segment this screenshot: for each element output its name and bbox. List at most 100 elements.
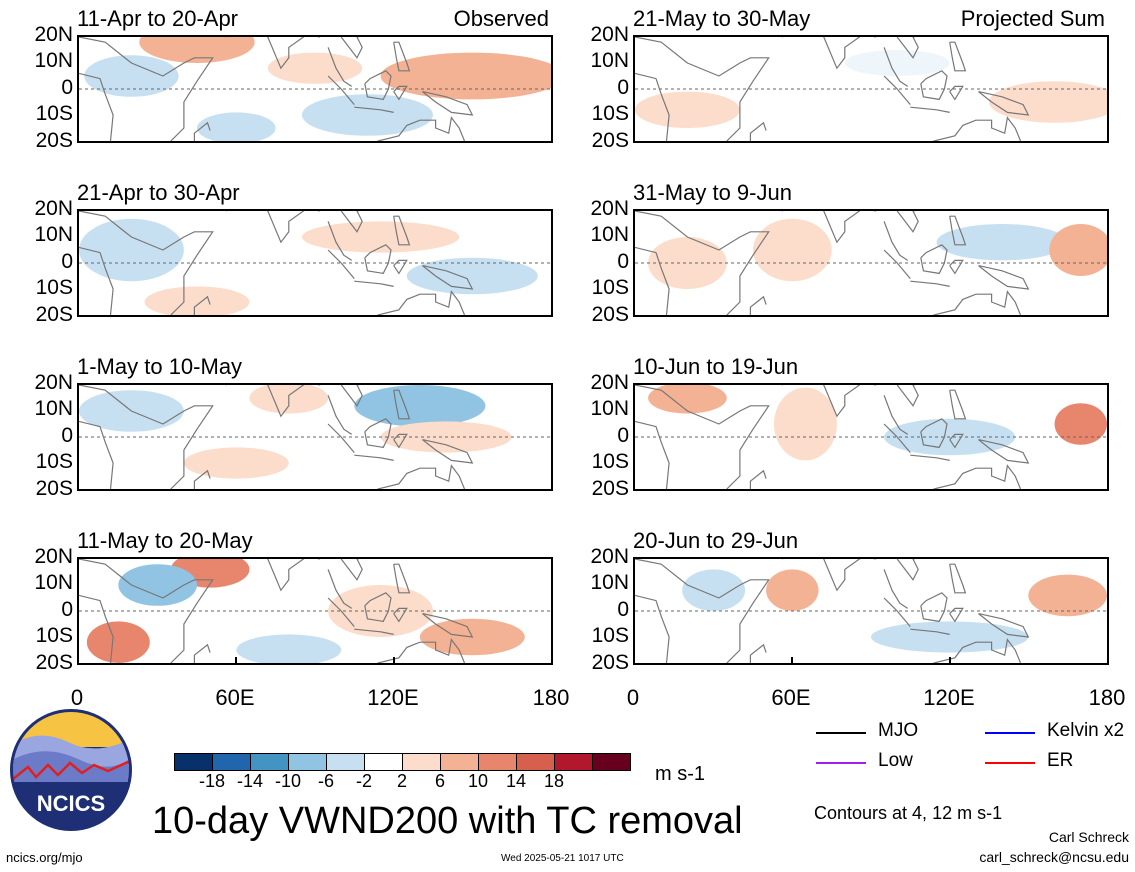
author-email: carl_schreck@ncsu.edu: [979, 849, 1129, 865]
coastline: [949, 433, 964, 449]
coastline: [933, 464, 1022, 489]
coastline: [978, 91, 1030, 116]
latitude-label: 20S: [35, 129, 73, 152]
coastline: [949, 607, 964, 623]
anomaly-shading: [844, 50, 950, 76]
coastline: [354, 106, 394, 113]
anomaly-shading: [1028, 574, 1107, 617]
coastline: [920, 592, 948, 623]
panel-period-title: 11-May to 20-May: [77, 528, 253, 553]
coastline: [327, 569, 353, 609]
colorbar-label: 2: [396, 771, 407, 791]
panel-period-title: 21-May to 30-May: [633, 6, 811, 31]
anomaly-shading: [236, 634, 342, 663]
coastline: [193, 121, 211, 141]
anomaly-shading: [406, 257, 538, 295]
anomaly-shading: [1054, 403, 1107, 445]
coastline: [635, 385, 770, 489]
latitude-label: 20N: [34, 545, 73, 568]
coastline: [377, 638, 466, 663]
latitude-label: 10N: [34, 571, 73, 594]
coastline: [896, 211, 919, 233]
coastline: [327, 47, 353, 87]
colorbar-swatch: [554, 753, 593, 771]
longitude-label: 0: [70, 685, 84, 710]
coastline: [225, 385, 321, 418]
figure-title: 10-day VWND200 with TC removal: [152, 800, 743, 842]
latitude-label: 20S: [35, 477, 73, 500]
map-panel: [77, 557, 553, 665]
coastline: [949, 41, 967, 72]
longitude-label: 60E: [771, 685, 811, 710]
colorbar-swatch: [174, 753, 213, 771]
longitude-tick: [1107, 657, 1109, 665]
coastline: [354, 280, 394, 287]
coastline: [910, 280, 950, 287]
latitude-label: 0: [617, 250, 629, 273]
coastline: [422, 91, 474, 116]
coastline: [933, 638, 1022, 663]
latitude-label: 10S: [35, 276, 73, 299]
colorbar-label: -18: [198, 771, 225, 791]
coastline: [225, 37, 321, 70]
coastline: [364, 418, 392, 449]
coastline: [883, 395, 909, 435]
anomaly-shading: [773, 387, 837, 461]
coastline: [79, 420, 114, 489]
colorbar-label: 6: [434, 771, 445, 791]
coastline: [781, 37, 877, 70]
coastline: [327, 395, 353, 435]
anomaly-shading: [118, 564, 197, 606]
site-url: ncics.org/mjo: [6, 850, 83, 865]
panel-period-title: 1-May to 10-May: [77, 354, 243, 379]
coastline: [340, 559, 363, 581]
coastline: [327, 75, 355, 105]
map-svg: [635, 37, 1107, 141]
map-panel: [77, 209, 553, 317]
colorbar-label: -10: [274, 771, 301, 791]
latitude-label: 20S: [591, 477, 629, 500]
coastline: [749, 643, 767, 663]
longitude-label: 120E: [923, 685, 975, 710]
longitude-label: 0: [626, 685, 640, 710]
coastline: [340, 37, 363, 59]
coastline: [393, 433, 408, 449]
longitude-label: 180: [1088, 685, 1126, 710]
coastline: [635, 211, 770, 315]
coastline: [920, 70, 948, 101]
colorbar-label: 18: [543, 771, 565, 791]
latitude-label: 0: [617, 76, 629, 99]
panel-tag-label: Observed: [453, 6, 549, 31]
coastline: [79, 559, 214, 663]
coastline: [193, 643, 211, 663]
map-svg: [79, 37, 551, 141]
latitude-label: 20N: [590, 545, 629, 568]
latitude-label: 20S: [35, 651, 73, 674]
latitude-label: 10N: [590, 223, 629, 246]
latitude-label: 20N: [34, 371, 73, 394]
anomaly-shading: [871, 621, 1029, 653]
coastline: [377, 464, 466, 489]
coastline: [883, 47, 909, 87]
latitude-label: 10N: [590, 49, 629, 72]
map-panel: [77, 35, 553, 143]
coastline: [896, 559, 919, 581]
legend-label: Low: [878, 750, 913, 771]
colorbar-swatch: [288, 753, 327, 771]
latitude-label: 0: [617, 598, 629, 621]
coastline: [883, 597, 911, 627]
anomaly-shading: [380, 52, 551, 100]
coastline: [781, 385, 877, 418]
colorbar-swatch: [326, 753, 365, 771]
colorbar-label: -2: [355, 771, 372, 791]
coastline: [364, 70, 392, 101]
latitude-label: 20S: [35, 303, 73, 326]
colorbar-label: -14: [236, 771, 263, 791]
map-svg: [79, 211, 551, 315]
colorbar-swatch: [250, 753, 289, 771]
panel-period-title: 11-Apr to 20-Apr: [77, 6, 239, 31]
coastline: [364, 244, 392, 275]
latitude-label: 10S: [35, 624, 73, 647]
longitude-tick: [633, 657, 635, 665]
latitude-label: 10N: [590, 571, 629, 594]
